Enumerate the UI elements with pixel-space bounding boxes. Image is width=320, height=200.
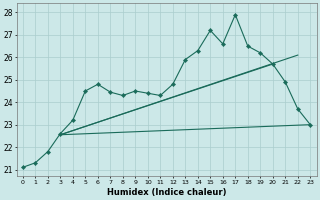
X-axis label: Humidex (Indice chaleur): Humidex (Indice chaleur) (107, 188, 226, 197)
